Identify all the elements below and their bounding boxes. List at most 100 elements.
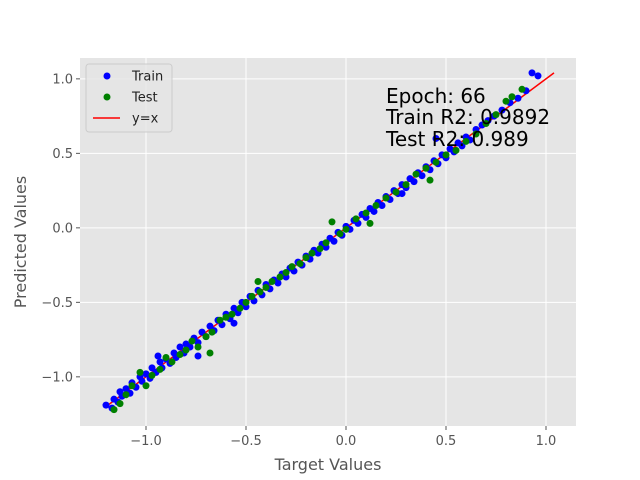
test-point bbox=[268, 277, 276, 285]
test-point bbox=[322, 239, 330, 247]
y-tick-label: −0.5 bbox=[41, 296, 73, 311]
y-tick-label: 0.5 bbox=[52, 147, 73, 162]
test-point bbox=[392, 188, 400, 196]
test-point bbox=[182, 346, 190, 354]
y-tick-label: 0.0 bbox=[52, 221, 73, 236]
legend: Train Test y=x bbox=[85, 63, 173, 133]
train-point bbox=[138, 377, 146, 385]
x-tick-label: 0.5 bbox=[436, 434, 457, 449]
legend-label: Test bbox=[131, 91, 158, 106]
train-point bbox=[498, 106, 506, 114]
train-point bbox=[230, 319, 238, 327]
test-point bbox=[248, 292, 256, 300]
data-points bbox=[102, 69, 542, 414]
test-point bbox=[122, 391, 130, 399]
test-point bbox=[142, 382, 150, 390]
test-point bbox=[156, 365, 164, 373]
train-point bbox=[418, 172, 426, 180]
train-point bbox=[198, 328, 206, 336]
test-point bbox=[256, 288, 264, 296]
train-point bbox=[148, 364, 156, 372]
test-point bbox=[342, 225, 350, 233]
test-point bbox=[308, 249, 316, 257]
test-point bbox=[254, 277, 262, 285]
train-point bbox=[514, 94, 522, 102]
test-point bbox=[128, 382, 136, 390]
y-tick-label: −1.0 bbox=[41, 370, 73, 385]
test-point bbox=[116, 400, 124, 408]
test-point bbox=[236, 304, 244, 312]
train-point bbox=[458, 142, 466, 150]
train-point bbox=[528, 69, 536, 77]
test-point bbox=[276, 273, 284, 281]
test-point bbox=[216, 316, 224, 324]
test-point bbox=[412, 170, 420, 178]
y-tick-label: 1.0 bbox=[52, 72, 73, 87]
legend-marker-train bbox=[103, 72, 111, 80]
test-point bbox=[148, 371, 156, 379]
legend-marker-test bbox=[103, 93, 111, 101]
x-tick-label: −1.0 bbox=[130, 434, 162, 449]
test-point bbox=[288, 263, 296, 271]
test-point bbox=[176, 350, 184, 358]
train-point bbox=[378, 201, 386, 209]
annotation-test-r2: Test R2: 0.989 bbox=[385, 127, 529, 151]
legend-box bbox=[85, 63, 173, 133]
test-point bbox=[208, 328, 216, 336]
train-point bbox=[176, 343, 184, 351]
test-point bbox=[426, 176, 434, 184]
test-point bbox=[168, 358, 176, 366]
annotation-train-r2: Train R2: 0.9892 bbox=[385, 105, 550, 129]
test-point bbox=[352, 215, 360, 223]
test-point bbox=[492, 111, 500, 119]
test-point bbox=[482, 120, 490, 128]
x-axis-label: Target Values bbox=[274, 455, 382, 474]
grid-lines bbox=[80, 58, 576, 426]
test-point bbox=[136, 368, 144, 376]
metrics-annotation: Epoch: 66 Train R2: 0.9892 Test R2: 0.98… bbox=[385, 84, 550, 151]
series-test bbox=[110, 85, 526, 414]
test-point bbox=[502, 97, 510, 105]
test-point bbox=[336, 230, 344, 238]
train-point bbox=[432, 134, 440, 142]
test-point bbox=[162, 353, 170, 361]
test-point bbox=[316, 245, 324, 253]
train-point bbox=[370, 207, 378, 215]
legend-label: y=x bbox=[132, 112, 159, 127]
test-point bbox=[452, 146, 460, 154]
test-point bbox=[302, 254, 310, 262]
train-point bbox=[102, 401, 110, 409]
train-point bbox=[230, 304, 238, 312]
test-point bbox=[262, 283, 270, 291]
test-point bbox=[366, 219, 374, 227]
test-point bbox=[110, 406, 118, 414]
train-point bbox=[410, 178, 418, 186]
legend-label: Train bbox=[131, 70, 163, 85]
test-point bbox=[402, 181, 410, 189]
train-point bbox=[330, 237, 338, 245]
test-point bbox=[518, 85, 526, 93]
test-point bbox=[328, 218, 336, 226]
test-point bbox=[202, 333, 210, 341]
test-point bbox=[242, 298, 250, 306]
annotation-epoch: Epoch: 66 bbox=[386, 84, 486, 108]
test-point bbox=[462, 137, 470, 145]
test-point bbox=[296, 260, 304, 268]
test-point bbox=[282, 269, 290, 277]
train-point bbox=[194, 352, 202, 360]
test-point bbox=[432, 158, 440, 166]
test-point bbox=[188, 337, 196, 345]
test-point bbox=[382, 194, 390, 202]
x-tick-label: 1.0 bbox=[536, 434, 557, 449]
y-axis-label: Predicted Values bbox=[11, 176, 30, 308]
train-point bbox=[122, 385, 130, 393]
train-point bbox=[156, 358, 164, 366]
test-point bbox=[222, 313, 230, 321]
x-tick-label: 0.0 bbox=[336, 434, 357, 449]
test-point bbox=[508, 93, 516, 101]
test-point bbox=[442, 151, 450, 159]
train-point bbox=[274, 279, 282, 287]
test-point bbox=[472, 130, 480, 138]
